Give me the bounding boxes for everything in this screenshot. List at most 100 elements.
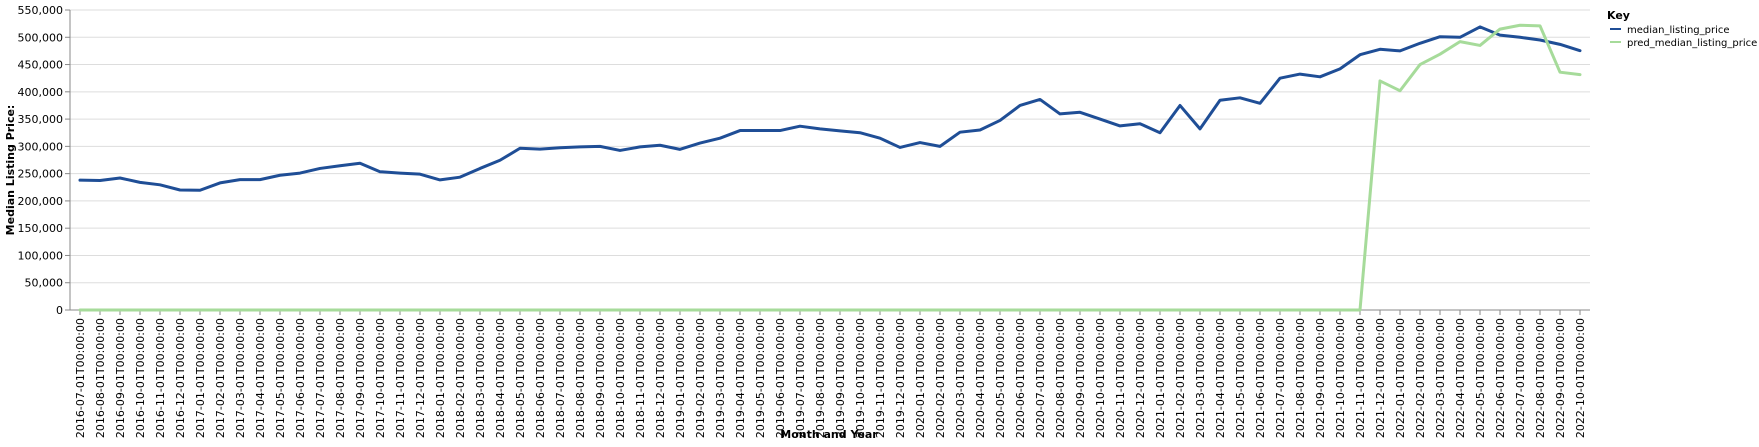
- y-tick-label: 450,000: [18, 59, 64, 72]
- x-axis-title: Month and Year: [780, 428, 878, 441]
- x-tick-label: 2022-03-01T00:00:00: [1434, 318, 1447, 438]
- x-tick-label: 2021-07-01T00:00:00: [1274, 318, 1287, 438]
- x-tick-label: 2018-03-01T00:00:00: [474, 318, 487, 438]
- x-tick-label: 2021-08-01T00:00:00: [1294, 318, 1307, 438]
- x-tick-label: 2017-06-01T00:00:00: [294, 318, 307, 438]
- x-tick-label: 2018-04-01T00:00:00: [494, 318, 507, 438]
- x-tick-label: 2022-04-01T00:00:00: [1454, 318, 1467, 438]
- x-tick-label: 2017-09-01T00:00:00: [354, 318, 367, 438]
- x-tick-label: 2018-12-01T00:00:00: [654, 318, 667, 438]
- x-tick-label: 2021-02-01T00:00:00: [1174, 318, 1187, 438]
- series-line-pred_median_listing_price: [78, 23, 1582, 312]
- x-tick-label: 2021-01-01T00:00:00: [1154, 318, 1167, 438]
- x-tick-label: 2020-12-01T00:00:00: [1134, 318, 1147, 438]
- x-tick-label: 2022-02-01T00:00:00: [1414, 318, 1427, 438]
- y-tick-label: 300,000: [18, 140, 64, 153]
- x-tick-label: 2018-08-01T00:00:00: [574, 318, 587, 438]
- x-tick-label: 2016-08-01T00:00:00: [94, 318, 107, 438]
- x-tick-label: 2017-12-01T00:00:00: [414, 318, 427, 438]
- x-tick-label: 2022-05-01T00:00:00: [1474, 318, 1487, 438]
- x-tick-label: 2021-09-01T00:00:00: [1314, 318, 1327, 438]
- x-tick-label: 2021-11-01T00:00:00: [1354, 318, 1367, 438]
- x-tick-label: 2017-10-01T00:00:00: [374, 318, 387, 438]
- y-tick-label: 50,000: [25, 277, 64, 290]
- x-tick-label: 2020-01-01T00:00:00: [914, 318, 927, 438]
- axes: 0 50,000 100,000 150,000 200,000 250,000 300,0…: [18, 4, 1590, 438]
- x-tick-label: 2017-08-01T00:00:00: [334, 318, 347, 438]
- x-tick-label: 2021-04-01T00:00:00: [1214, 318, 1227, 438]
- x-tick-label: 2019-02-01T00:00:00: [694, 318, 707, 438]
- x-tick-label: 2019-01-01T00:00:00: [674, 318, 687, 438]
- x-tick-label: 2019-04-01T00:00:00: [734, 318, 747, 438]
- x-tick-label: 2016-07-01T00:00:00: [74, 318, 87, 438]
- x-tick-label: 2020-09-01T00:00:00: [1074, 318, 1087, 438]
- x-tick-label: 2019-12-01T00:00:00: [894, 318, 907, 438]
- x-tick-label: 2020-03-01T00:00:00: [954, 318, 967, 438]
- x-tick-label: 2018-11-01T00:00:00: [634, 318, 647, 438]
- x-tick-label: 2020-04-01T00:00:00: [974, 318, 987, 438]
- y-axis-title: Median Listing Price:: [4, 105, 17, 236]
- x-tick-label: 2021-12-01T00:00:00: [1374, 318, 1387, 438]
- y-tick-label: 150,000: [18, 222, 64, 235]
- x-tick-label: 2018-09-01T00:00:00: [594, 318, 607, 438]
- x-tick-label: 2019-09-01T00:00:00: [834, 318, 847, 438]
- y-tick-label: 500,000: [18, 31, 64, 44]
- y-tick-label: 550,000: [18, 4, 64, 17]
- x-tick-label: 2019-05-01T00:00:00: [754, 318, 767, 438]
- x-tick-label: 2020-10-01T00:00:00: [1094, 318, 1107, 438]
- y-tick-label: 250,000: [18, 168, 64, 181]
- x-tick-label: 2017-03-01T00:00:00: [234, 318, 247, 438]
- x-tick-label: 2022-07-01T00:00:00: [1514, 318, 1527, 438]
- y-tick-label: 100,000: [18, 249, 64, 262]
- x-tick-label: 2021-05-01T00:00:00: [1234, 318, 1247, 438]
- x-tick-label: 2018-10-01T00:00:00: [614, 318, 627, 438]
- x-tick-label: 2019-06-01T00:00:00: [774, 318, 787, 438]
- x-tick-label: 2019-03-01T00:00:00: [714, 318, 727, 438]
- x-tick-label: 2017-04-01T00:00:00: [254, 318, 267, 438]
- x-tick-label: 2020-11-01T00:00:00: [1114, 318, 1127, 438]
- x-tick-label: 2022-10-01T00:00:00: [1574, 318, 1587, 438]
- x-tick-label: 2017-02-01T00:00:00: [214, 318, 227, 438]
- x-tick-label: 2018-06-01T00:00:00: [534, 318, 547, 438]
- x-tick-label: 2019-08-01T00:00:00: [814, 318, 827, 438]
- x-tick-label: 2019-07-01T00:00:00: [794, 318, 807, 438]
- series-line-median_listing_price: [78, 25, 1582, 192]
- x-tick-label: 2022-01-01T00:00:00: [1394, 318, 1407, 438]
- x-tick-label: 2017-05-01T00:00:00: [274, 318, 287, 438]
- x-tick-label: 2021-10-01T00:00:00: [1334, 318, 1347, 438]
- x-tick-label: 2020-06-01T00:00:00: [1014, 318, 1027, 438]
- gridlines: [70, 9, 1590, 311]
- legend-title: Key: [1607, 9, 1630, 22]
- x-tick-label: 2017-01-01T00:00:00: [194, 318, 207, 438]
- x-tick-label: 2020-08-01T00:00:00: [1054, 318, 1067, 438]
- x-tick-label: 2019-11-01T00:00:00: [874, 318, 887, 438]
- x-tick-label: 2016-09-01T00:00:00: [114, 318, 127, 438]
- x-tick-label: 2021-06-01T00:00:00: [1254, 318, 1267, 438]
- x-tick-label: 2022-09-01T00:00:00: [1554, 318, 1567, 438]
- y-tick-label: 0: [56, 304, 63, 317]
- x-tick-label: 2018-07-01T00:00:00: [554, 318, 567, 438]
- y-tick-label: 350,000: [18, 113, 64, 126]
- x-tick-label: 2016-10-01T00:00:00: [134, 318, 147, 438]
- x-tick-label: 2016-12-01T00:00:00: [174, 318, 187, 438]
- x-tick-label: 2019-10-01T00:00:00: [854, 318, 867, 438]
- legend: Key median_listing_price pred_median_list…: [1607, 9, 1757, 49]
- series-lines: [78, 23, 1582, 312]
- x-tick-label: 2017-11-01T00:00:00: [394, 318, 407, 438]
- x-tick-label: 2018-01-01T00:00:00: [434, 318, 447, 438]
- x-tick-label: 2020-02-01T00:00:00: [934, 318, 947, 438]
- x-tick-label: 2018-02-01T00:00:00: [454, 318, 467, 438]
- x-tick-label: 2020-05-01T00:00:00: [994, 318, 1007, 438]
- x-tick-label: 2016-11-01T00:00:00: [154, 318, 167, 438]
- y-tick-label: 400,000: [18, 86, 64, 99]
- y-tick-label: 200,000: [18, 195, 64, 208]
- legend-label: median_listing_price: [1627, 25, 1730, 36]
- x-tick-label: 2021-03-01T00:00:00: [1194, 318, 1207, 438]
- x-tick-label: 2022-06-01T00:00:00: [1494, 318, 1507, 438]
- x-tick-label: 2022-08-01T00:00:00: [1534, 318, 1547, 438]
- x-tick-label: 2020-07-01T00:00:00: [1034, 318, 1047, 438]
- legend-label: pred_median_listing_price: [1627, 38, 1757, 49]
- x-tick-label: 2018-05-01T00:00:00: [514, 318, 527, 438]
